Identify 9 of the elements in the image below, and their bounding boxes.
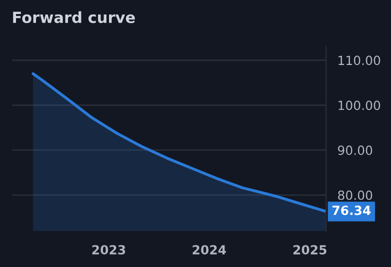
y-tick-label: 90.00 (338, 146, 372, 155)
x-tick-label: 2024 (192, 245, 226, 255)
y-tick-label: 110.00 (338, 56, 380, 66)
chart-title: Forward curve (13, 11, 135, 24)
x-tick-label: 2023 (92, 245, 126, 255)
y-tick-label: 80.00 (338, 190, 372, 200)
y-tick-label: 100.00 (338, 100, 380, 110)
x-tick-label: 2025 (293, 245, 326, 255)
data-label: 76.34 (332, 206, 371, 216)
